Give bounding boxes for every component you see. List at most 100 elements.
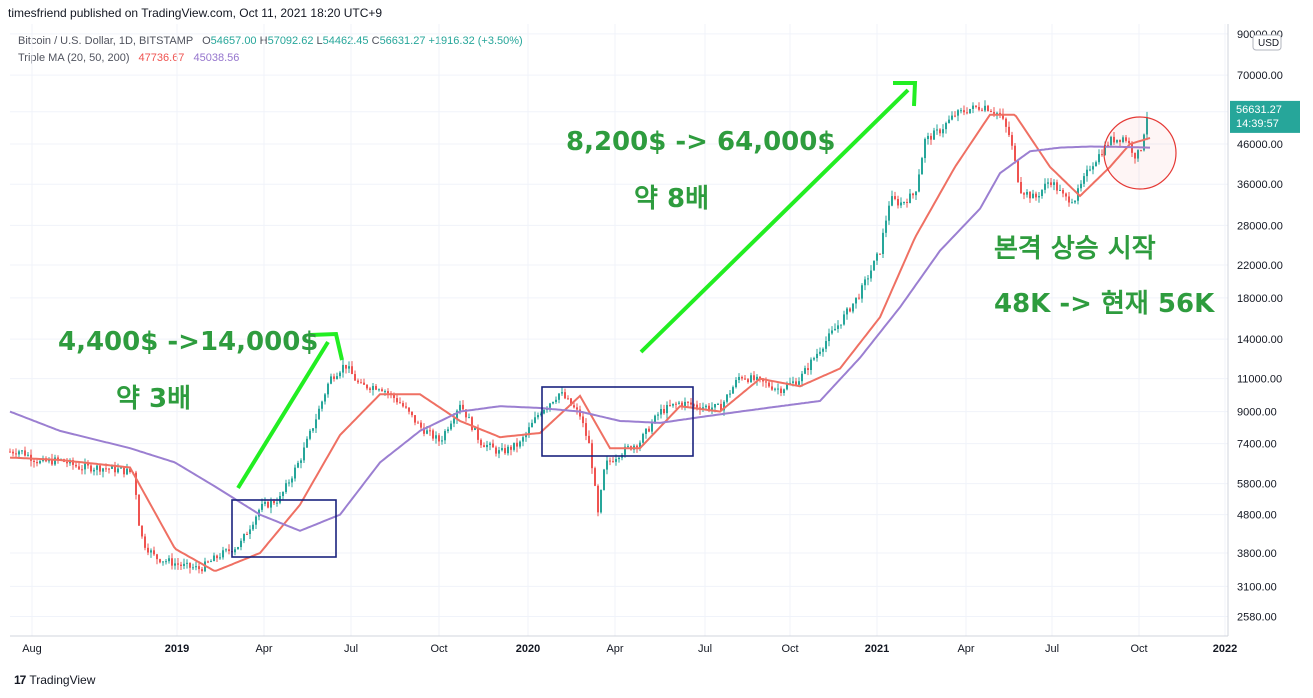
candle-up	[27, 454, 29, 456]
candle-up	[645, 428, 647, 434]
candle-down	[753, 375, 755, 381]
ma-title: Triple MA (20, 50, 200)	[18, 52, 130, 64]
candle-up	[291, 478, 293, 483]
candle-down	[1107, 144, 1109, 146]
candle-down	[696, 404, 698, 408]
candle-up	[969, 108, 971, 114]
candle-up	[474, 427, 476, 430]
candle-up	[1116, 139, 1118, 143]
candle-down	[171, 558, 173, 566]
candle-up	[1059, 189, 1061, 191]
candle-up	[900, 202, 902, 206]
candle-down	[99, 465, 101, 472]
candle-up	[798, 381, 800, 385]
candle-down	[1008, 126, 1010, 136]
close-label: C	[371, 35, 380, 47]
annotation-8x: 약 8배	[634, 184, 709, 214]
candle-down	[687, 401, 689, 403]
arrow-line-2020	[639, 88, 910, 354]
candle-up	[459, 404, 461, 411]
candle-up	[441, 440, 443, 442]
candle-down	[1014, 145, 1016, 161]
time-tick-label: Apr	[957, 643, 974, 655]
price-tick-label: 14000.00	[1237, 334, 1283, 346]
time-tick-label: 2020	[516, 643, 540, 655]
candle-down	[573, 405, 575, 408]
candle-up	[822, 348, 824, 352]
candle-up	[1071, 202, 1073, 204]
publisher-line: timesfriend published on TradingView.com…	[8, 6, 383, 20]
candle-down	[144, 536, 146, 548]
currency-badge	[1252, 34, 1282, 51]
candle-up	[861, 285, 863, 299]
annotation-3x: 약 3배	[116, 384, 191, 414]
candle-down	[981, 109, 983, 111]
candle-up	[726, 394, 728, 402]
candle-up	[561, 392, 563, 394]
candle-down	[408, 407, 410, 412]
annotation-48k-to-56k: 48K -> 현재 56K	[994, 289, 1215, 319]
candle-down	[780, 388, 782, 393]
candle-up	[435, 435, 437, 439]
candle-down	[9, 451, 11, 453]
candle-up	[714, 404, 716, 408]
candle-down	[429, 430, 431, 432]
candle-down	[153, 550, 155, 555]
candle-up	[909, 193, 911, 203]
candle-up	[786, 384, 788, 390]
tradingview-footer[interactable]: 17 TradingView	[14, 673, 95, 687]
candle-up	[183, 563, 185, 566]
candle-down	[108, 468, 110, 470]
candle-up	[261, 503, 263, 510]
candle-down	[978, 106, 980, 110]
candle-down	[369, 388, 371, 390]
price-axis[interactable]: 90000.0070000.0056000.0046000.0036000.00…	[1227, 24, 1300, 636]
candle-down	[411, 411, 413, 416]
time-tick-label: 2022	[1213, 643, 1237, 655]
candle-up	[738, 376, 740, 380]
candle-down	[387, 391, 389, 394]
candle-up	[996, 112, 998, 114]
candle-down	[987, 105, 989, 111]
candle-up	[1095, 162, 1097, 167]
candle-down	[480, 439, 482, 446]
candle-down	[708, 405, 710, 410]
candle-up	[513, 442, 515, 450]
candle-down	[495, 447, 497, 454]
price-tick-label: 5800.00	[1237, 479, 1277, 491]
ma-legend[interactable]: Triple MA (20, 50, 200) 47736.67 45038.5…	[18, 52, 239, 64]
candle-down	[990, 110, 992, 113]
candle-down	[963, 110, 965, 113]
low-label: L	[316, 35, 323, 47]
candle-up	[501, 448, 503, 451]
candle-down	[147, 547, 149, 553]
candle-up	[321, 401, 323, 409]
candle-up	[828, 333, 830, 342]
annotation-rally-start: 본격 상승 시작	[994, 234, 1156, 264]
last-price-label: 56631.27	[1236, 104, 1282, 116]
candle-down	[180, 564, 182, 566]
candle-up	[615, 459, 617, 462]
candle-down	[1056, 182, 1058, 191]
candle-up	[540, 413, 542, 416]
candle-up	[453, 418, 455, 424]
candle-up	[378, 389, 380, 391]
candle-down	[741, 376, 743, 379]
candle-down	[768, 382, 770, 387]
candle-up	[534, 417, 536, 423]
candle-down	[504, 448, 506, 454]
candle-up	[819, 351, 821, 354]
price-tick-label: 3100.00	[1237, 581, 1277, 593]
candle-up	[1074, 200, 1076, 203]
candle-down	[1050, 182, 1052, 185]
change-value: +1916.32 (+3.50%)	[428, 35, 523, 47]
candle-down	[675, 403, 677, 405]
candle-up	[1032, 193, 1034, 199]
candle-up	[549, 403, 551, 408]
candle-down	[636, 445, 638, 448]
time-axis[interactable]: Aug 2019 Apr Jul Oct 2020 Apr Jul Oct 2021 Apr Jul O…	[10, 635, 1237, 655]
candle-up	[816, 353, 818, 359]
candle-up	[846, 308, 848, 315]
candle-up	[312, 428, 314, 431]
